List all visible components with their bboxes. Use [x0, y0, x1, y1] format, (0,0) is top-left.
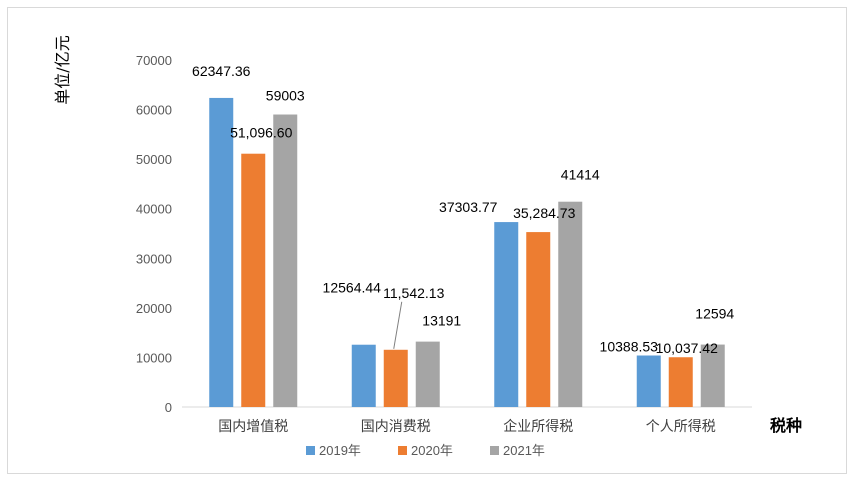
- y-tick-label: 60000: [136, 103, 172, 118]
- bar: [558, 201, 583, 407]
- bar: [209, 97, 234, 407]
- bar: [636, 355, 661, 407]
- legend-label: 2021年: [503, 443, 545, 458]
- data-label: 41414: [561, 167, 600, 183]
- data-label: 35,284.73: [513, 205, 575, 221]
- category-labels: 国内增值税 国内消费税 企业所得税 个人所得税: [218, 418, 716, 435]
- legend-swatch: [398, 446, 407, 455]
- bars: [209, 97, 725, 407]
- legend: 2019年 2020年 2021年: [306, 443, 545, 458]
- bar: [668, 357, 693, 407]
- legend-label: 2019年: [319, 443, 361, 458]
- y-tick-label: 10000: [136, 350, 172, 365]
- data-labels: 62347.36 51,096.60 59003 12564.44 11,542.13 1…: [192, 63, 734, 356]
- bar: [494, 222, 519, 407]
- bar: [351, 344, 376, 407]
- bar: [273, 114, 298, 407]
- y-axis-label: 单位/亿元: [53, 35, 72, 104]
- bar: [383, 349, 408, 407]
- category-label: 个人所得税: [646, 418, 716, 435]
- data-label: 51,096.60: [230, 125, 292, 141]
- bar: [415, 341, 440, 407]
- category-label: 企业所得税: [503, 418, 573, 435]
- data-label: 11,542.13: [383, 285, 444, 301]
- data-label: 62347.36: [192, 63, 251, 79]
- data-label: 10388.53: [600, 339, 659, 355]
- category-label: 国内消费税: [361, 419, 431, 435]
- y-tick-label: 20000: [136, 301, 172, 316]
- bar: [700, 344, 725, 407]
- data-label: 10,037.42: [656, 340, 718, 356]
- y-tick-label: 30000: [136, 251, 172, 266]
- leader-line: [393, 301, 403, 349]
- legend-swatch: [490, 446, 499, 455]
- y-tick-label: 0: [165, 400, 172, 415]
- y-tick-label: 50000: [136, 152, 172, 167]
- data-label: 59003: [266, 88, 305, 104]
- legend-label: 2020年: [411, 443, 453, 458]
- data-label: 12594: [695, 306, 734, 322]
- data-label: 13191: [422, 313, 461, 329]
- data-label: 12564.44: [323, 280, 382, 296]
- y-tick-label: 70000: [136, 53, 172, 68]
- y-tick-label: 40000: [136, 202, 172, 217]
- category-label: 国内增值税: [218, 419, 288, 435]
- data-label: 37303.77: [439, 199, 498, 215]
- y-axis-ticks: 0 10000 20000 30000 40000 50000 60000 70000: [136, 53, 172, 415]
- x-axis-label: 税种: [770, 416, 802, 435]
- bar: [241, 153, 266, 407]
- legend-swatch: [306, 446, 315, 455]
- bar: [526, 232, 551, 407]
